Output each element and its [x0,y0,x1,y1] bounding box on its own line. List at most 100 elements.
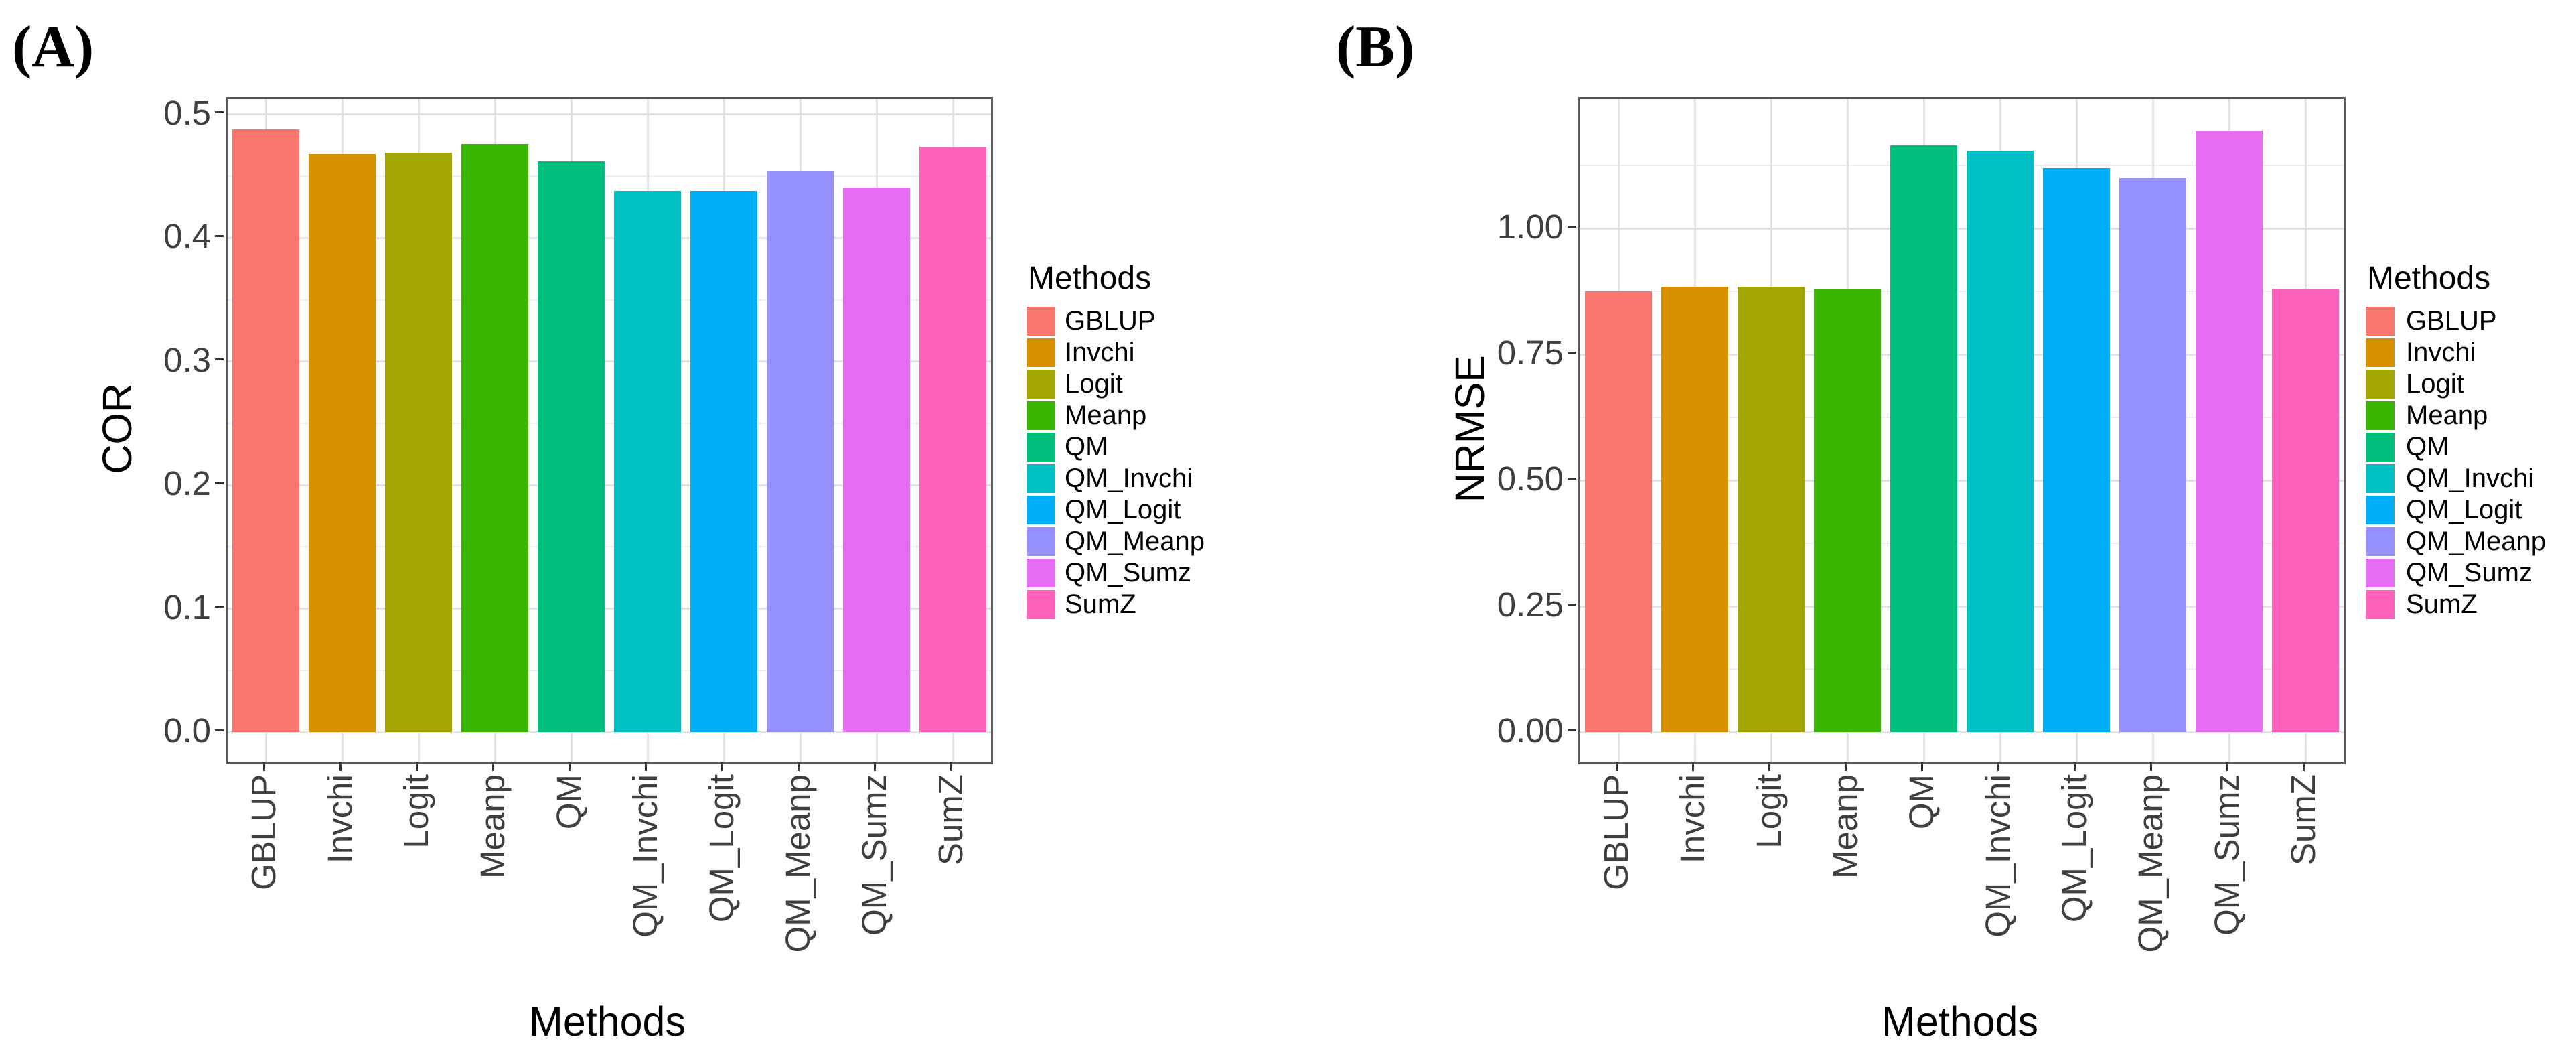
legend-swatch-GBLUP [2366,307,2395,336]
legend-label-SumZ: SumZ [1065,589,1136,619]
legend-swatch-QM_Meanp [1027,527,1055,556]
x-tick [2226,762,2228,771]
bar-QM_Logit [690,191,757,732]
bar-Logit [385,153,452,732]
legend-swatch-QM_Meanp [2366,527,2395,556]
gridline-minor-y [228,175,991,178]
y-tick [215,358,224,361]
panel-a-plot-area [226,97,993,764]
bar-QM_Invchi [1967,150,2034,732]
x-tick [1615,762,1618,771]
x-tick [797,762,800,771]
panel-b-legend-title: Methods [2367,261,2491,296]
legend-swatch-QM_Logit [2366,496,2395,524]
gridline-minor-y [228,299,991,301]
legend-label-QM_Meanp: QM_Meanp [1065,526,1205,556]
legend-label-Invchi: Invchi [1065,338,1135,367]
x-tick [491,762,494,771]
y-tick [215,234,224,237]
legend-label-Invchi: Invchi [2406,338,2476,367]
x-tick-label: QM_Invchi [626,774,664,938]
bar-Logit [1738,286,1805,732]
y-tick-label: 0.4 [163,217,211,256]
legend-label-QM_Invchi: QM_Invchi [2406,464,2534,493]
gridline-minor-y [1580,291,2344,293]
legend-label-QM_Sumz: QM_Sumz [1065,558,1191,587]
legend-swatch-GBLUP [1027,307,1055,336]
x-tick-label: QM_Sumz [855,774,893,936]
gridline-minor-y [1580,417,2344,419]
legend-swatch-Meanp [1027,401,1055,430]
x-tick-label: Invchi [1673,774,1712,864]
panel-a-tag: (A) [12,15,94,80]
y-tick-label: 0.25 [1497,585,1564,624]
gridline-major-y [1580,353,2344,356]
bar-QM_Sumz [843,187,910,732]
bar-SumZ [919,146,986,732]
x-tick [1844,762,1847,771]
x-tick-label: QM [550,774,588,830]
legend-swatch-QM [2366,433,2395,462]
bar-QM [538,161,605,732]
y-tick-label: 0.2 [163,464,211,503]
y-tick-label: 0.00 [1497,711,1564,750]
y-tick-label: 0.1 [163,587,211,626]
x-tick [2302,762,2305,771]
gridline-major-y [228,360,991,363]
x-tick [1768,762,1770,771]
y-tick [215,482,224,484]
gridline-major-y [228,608,991,610]
bar-QM_Invchi [614,191,681,732]
legend-label-QM_Meanp: QM_Meanp [2406,526,2546,556]
gridline-minor-y [1580,165,2344,167]
y-tick-label: 1.00 [1497,208,1564,246]
x-tick-label: QM_Logit [702,774,741,923]
legend-label-QM_Invchi: QM_Invchi [1065,464,1193,493]
x-tick-label: Meanp [1826,774,1864,879]
bar-QM_Logit [2043,167,2110,732]
legend-swatch-QM [1027,433,1055,462]
y-tick-label: 0.0 [163,711,211,750]
legend-label-QM: QM [2406,432,2449,462]
gridline-major-y [1580,605,2344,608]
legend-swatch-SumZ [1027,590,1055,619]
x-tick-label: SumZ [2284,774,2322,866]
bar-Meanp [461,144,528,732]
x-tick-label: GBLUP [244,774,283,890]
y-tick [1568,603,1576,606]
panel-b-plot-area [1578,97,2346,764]
gridline-major-y [228,484,991,486]
x-tick-label: QM_Meanp [2131,774,2170,953]
legend-label-Meanp: Meanp [1065,401,1147,430]
x-tick-label: Logit [1750,774,1788,849]
legend-label-SumZ: SumZ [2406,589,2478,619]
y-tick [1568,225,1576,228]
bar-QM [1890,145,1957,732]
y-tick [1568,351,1576,354]
y-tick-label: 0.50 [1497,460,1564,498]
x-tick-label: Meanp [473,774,512,879]
x-tick [2149,762,2152,771]
legend-swatch-Logit [2366,370,2395,399]
legend-label-GBLUP: GBLUP [2406,306,2497,336]
legend-swatch-Invchi [2366,338,2395,367]
x-tick [262,762,265,771]
legend-swatch-QM_Invchi [1027,464,1055,493]
y-tick [215,729,224,731]
panel-b-y-axis-title-box: NRMSE [1440,97,1500,760]
y-tick [1568,729,1576,731]
x-tick [2073,762,2076,771]
x-tick [415,762,418,771]
legend-label-Meanp: Meanp [2406,401,2488,430]
bar-SumZ [2272,289,2339,732]
legend-label-QM_Logit: QM_Logit [2406,495,2522,524]
legend-label-QM: QM [1065,432,1108,462]
legend-label-Logit: Logit [1065,369,1123,399]
x-tick-label: QM_Meanp [779,774,817,953]
panel-b-tag: (B) [1336,15,1415,80]
panel-a-x-axis-title: Methods [529,999,686,1044]
gridline-minor-y [1580,543,2344,544]
x-tick-label: QM_Logit [2055,774,2093,923]
y-tick-label: 0.75 [1497,334,1564,372]
legend-label-Logit: Logit [2406,369,2464,399]
